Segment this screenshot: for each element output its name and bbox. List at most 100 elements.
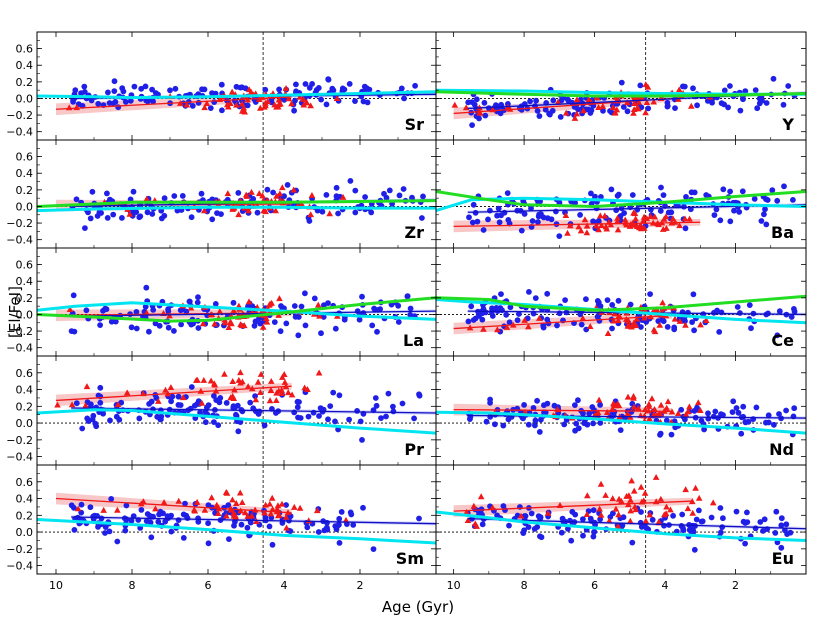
- red-star-point: [521, 316, 528, 323]
- blue-star-point: [87, 215, 94, 222]
- blue-star-point: [318, 330, 324, 337]
- red-star-point: [288, 391, 296, 398]
- red-star-point: [248, 188, 255, 195]
- blue-star-point: [532, 417, 539, 424]
- blue-star-point: [480, 227, 487, 233]
- red-star-point: [275, 311, 282, 318]
- red-star-point: [631, 210, 639, 217]
- blue-star-point: [597, 303, 604, 309]
- blue-star-point: [194, 299, 201, 306]
- red-star-point: [657, 401, 665, 408]
- blue-star-point: [390, 403, 396, 410]
- blue-star-point: [671, 324, 678, 331]
- blue-star-point: [71, 504, 77, 511]
- blue-star-point: [111, 78, 118, 85]
- blue-star-point: [319, 208, 326, 215]
- blue-star-point: [71, 328, 78, 335]
- cyan-model-curve: [436, 196, 806, 213]
- blue-star-point: [401, 95, 407, 102]
- blue-star-point: [205, 402, 212, 408]
- red-star-point: [262, 501, 269, 508]
- blue-star-point: [352, 98, 358, 104]
- blue-star-point: [143, 284, 150, 291]
- blue-star-point: [734, 304, 741, 310]
- blue-star-point: [717, 217, 724, 224]
- red-star-point: [200, 207, 208, 214]
- red-star-point: [261, 103, 268, 110]
- blue-star-point: [226, 536, 232, 542]
- red-regression-line: [453, 221, 701, 228]
- blue-star-point: [341, 316, 348, 323]
- blue-star-point: [597, 516, 603, 523]
- blue-star-point: [327, 403, 334, 409]
- blue-star-point: [175, 517, 182, 523]
- blue-regression-line: [467, 518, 806, 530]
- blue-star-point: [252, 393, 258, 399]
- panel-ce: Ce: [435, 247, 807, 357]
- red-star-point: [342, 516, 350, 523]
- blue-star-point: [363, 86, 370, 93]
- red-star-point: [285, 95, 293, 102]
- blue-star-point: [590, 533, 597, 540]
- blue-star-point: [295, 314, 302, 320]
- blue-star-point: [681, 83, 688, 90]
- y-tick-label: −0.4: [6, 451, 33, 464]
- y-tick-label: −0.2: [6, 434, 33, 447]
- blue-star-point: [317, 405, 324, 411]
- red-regression-line: [55, 385, 292, 402]
- red-star-point: [276, 190, 284, 197]
- blue-star-point: [247, 399, 254, 406]
- blue-star-point: [682, 225, 689, 232]
- red-star-point: [603, 409, 611, 415]
- red-star-point: [630, 106, 638, 113]
- cyan-model-curve: [37, 301, 436, 321]
- blue-star-point: [621, 210, 627, 217]
- red-star-point: [244, 383, 252, 390]
- blue-star-point: [765, 412, 772, 419]
- blue-star-point: [712, 408, 719, 415]
- red-star-point: [477, 493, 485, 500]
- blue-star-point: [783, 521, 790, 528]
- red-star-point: [271, 101, 278, 108]
- blue-star-point: [400, 186, 407, 192]
- blue-star-point: [180, 535, 187, 541]
- red-star-point: [583, 511, 591, 518]
- red-star-point: [268, 494, 276, 501]
- blue-star-point: [740, 403, 747, 410]
- blue-star-point: [416, 391, 422, 398]
- red-star-point: [259, 323, 267, 330]
- red-star-point: [193, 376, 200, 383]
- blue-star-point: [488, 309, 495, 316]
- panel-y: Y: [435, 31, 807, 141]
- blue-star-point: [629, 192, 636, 198]
- blue-star-point: [498, 291, 504, 297]
- red-star-point: [238, 322, 246, 329]
- red-star-point: [223, 512, 230, 519]
- red-star-point: [645, 400, 653, 407]
- red-star-point: [266, 397, 274, 404]
- red-star-point: [313, 507, 321, 514]
- red-star-point: [687, 102, 695, 109]
- red-star-point: [308, 191, 316, 198]
- blue-star-point: [179, 193, 186, 199]
- blue-star-point: [298, 303, 305, 310]
- red-star-point: [224, 190, 232, 197]
- blue-star-point: [733, 405, 740, 411]
- blue-star-point: [596, 317, 603, 324]
- red-star-point: [326, 210, 333, 217]
- red-star-point: [241, 509, 249, 516]
- blue-star-point: [325, 416, 331, 423]
- red-star-point: [288, 100, 295, 107]
- red-regression-line: [55, 96, 292, 110]
- red-star-point: [229, 496, 236, 503]
- blue-star-point: [534, 524, 541, 530]
- blue-star-point: [558, 97, 565, 104]
- red-star-point: [316, 312, 323, 319]
- red-star-point: [642, 109, 649, 116]
- blue-star-point: [102, 524, 109, 530]
- blue-star-point: [269, 541, 276, 548]
- y-tick-label: 0.4: [16, 59, 34, 72]
- red-star-point: [581, 216, 589, 223]
- red-star-point: [694, 399, 702, 406]
- blue-star-point: [465, 318, 472, 325]
